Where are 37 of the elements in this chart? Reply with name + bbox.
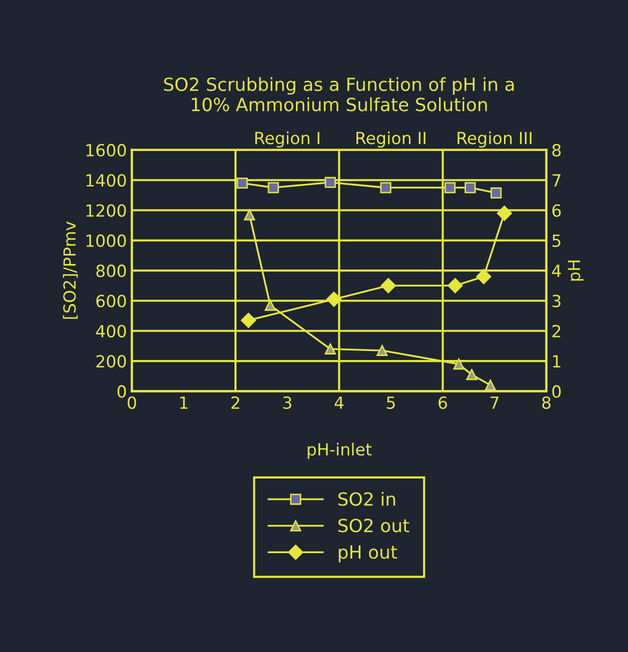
y2-tick-label: 2 (552, 324, 560, 338)
y2-tick-label: 5 (552, 234, 560, 247)
x-axis-title: pH-inlet (308, 442, 372, 459)
chart-title: SO2 Scrubbing as a Function of pH in a 10% Ammonium Sulfate Solution (164, 77, 514, 112)
y2-tick-label: 3 (552, 294, 560, 308)
y-tick-label: 800 (96, 264, 126, 278)
x-tick-label: 0 (128, 396, 136, 409)
x-tick-label: 1 (180, 396, 188, 409)
y2-tick-label: 6 (552, 204, 561, 217)
y2-tick-label: 7 (552, 174, 560, 186)
x-tick-label: 5 (386, 396, 395, 409)
text: Region II (356, 131, 426, 148)
legend-label: pH out (338, 545, 398, 562)
x-tick-label: 3 (283, 396, 292, 409)
y-axis-title: [SO2]/PPmv (62, 222, 78, 319)
y-tick-label: 1600 (86, 144, 126, 157)
text: Region I (255, 131, 320, 148)
y-tick-label: 600 (96, 294, 126, 308)
y-tick-label: 1200 (86, 204, 126, 217)
text: Region III (458, 131, 532, 148)
y2-tick-label: 4 (552, 264, 561, 277)
y2-tick-label: 0 (552, 385, 561, 398)
y-tick-label: 400 (96, 324, 126, 338)
x-tick-label: 6 (438, 396, 447, 409)
y-tick-label: 0 (118, 385, 126, 398)
y-tick-label: 1000 (86, 234, 126, 247)
x-tick-label: 7 (490, 396, 498, 409)
y-tick-label: 200 (96, 355, 126, 368)
y2-axis-title: pH (568, 260, 584, 281)
y2-tick-label: 1 (553, 355, 560, 368)
legend-label: SO2 in (338, 492, 396, 506)
x-tick-label: 4 (334, 396, 344, 409)
y-tick-label: 1400 (86, 174, 126, 187)
x-tick-label: 8 (542, 396, 551, 409)
x-tick-label: 2 (231, 396, 240, 409)
legend-label: SO2 out (338, 518, 410, 532)
y2-tick-label: 8 (552, 144, 561, 157)
